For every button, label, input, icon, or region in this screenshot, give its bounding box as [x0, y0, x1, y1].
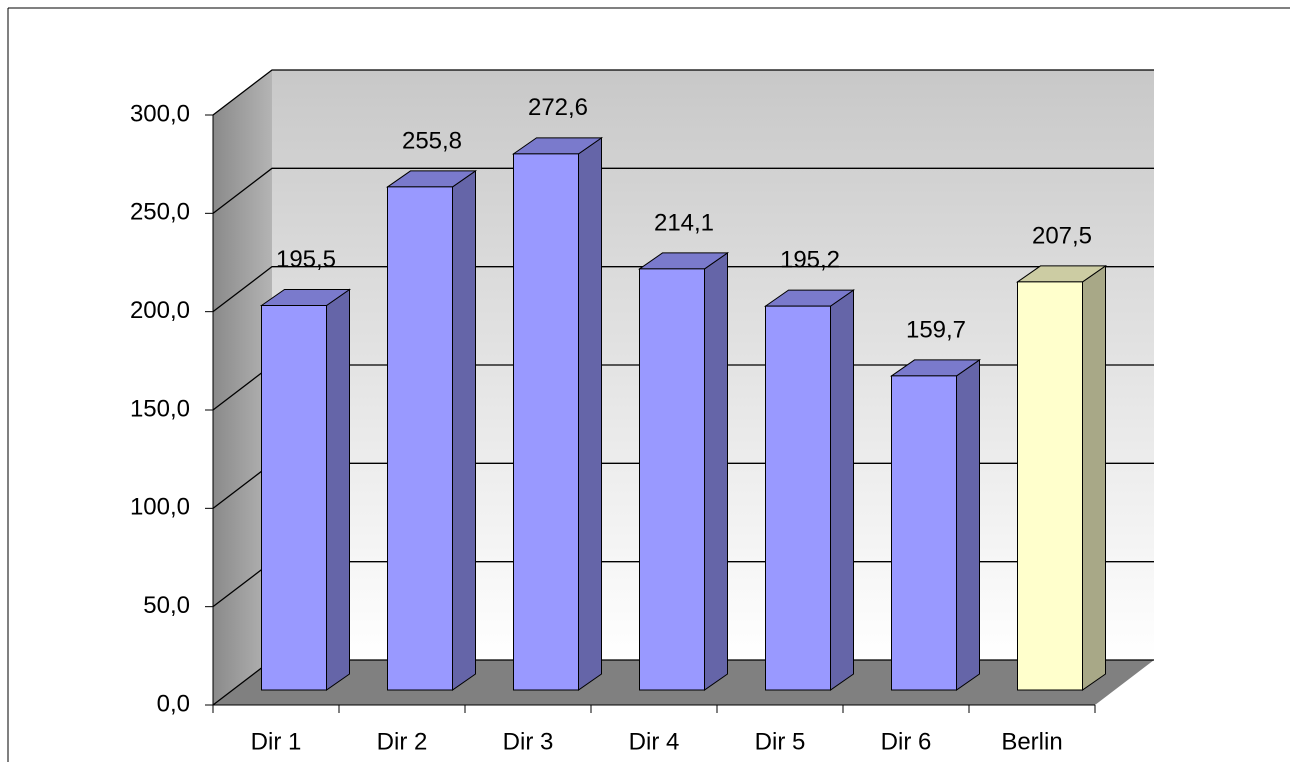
bar	[511, 136, 604, 691]
bar	[637, 251, 730, 691]
y-tick-label: 150,0	[130, 395, 190, 422]
bar	[385, 169, 478, 691]
grid-line	[212, 69, 1154, 116]
x-tick-label: Dir 1	[251, 728, 302, 755]
value-label: 207,5	[1032, 222, 1092, 249]
bar-front	[765, 305, 831, 691]
bar	[259, 288, 352, 691]
x-tick-label: Berlin	[1001, 728, 1062, 755]
bar-front	[639, 268, 705, 691]
bar-side	[830, 289, 854, 691]
x-tick-label: Dir 3	[503, 728, 554, 755]
bar-front	[513, 153, 579, 691]
x-tick-label: Dir 6	[881, 728, 932, 755]
bar-front	[261, 305, 327, 691]
grid-line	[212, 167, 1154, 214]
bar-front	[1017, 281, 1083, 691]
x-tick-label: Dir 5	[755, 728, 806, 755]
value-label: 159,7	[906, 316, 966, 343]
y-tick-label: 50,0	[143, 592, 190, 619]
value-label: 272,6	[528, 94, 588, 121]
y-tick-label: 300,0	[130, 100, 190, 127]
bar-side	[704, 251, 728, 691]
y-tick-label: 250,0	[130, 199, 190, 226]
y-tick-label: 0,0	[157, 690, 190, 717]
bar-side	[1082, 264, 1106, 691]
value-label: 195,5	[276, 246, 336, 273]
value-label: 255,8	[402, 127, 462, 154]
value-label: 214,1	[654, 209, 714, 236]
bar-side	[956, 358, 980, 691]
bar-front	[387, 186, 453, 691]
bar	[889, 358, 982, 691]
x-tick-label: Dir 2	[377, 728, 428, 755]
bar	[763, 289, 856, 691]
grid-line	[212, 266, 1154, 313]
y-tick-label: 100,0	[130, 494, 190, 521]
value-label: 195,2	[780, 246, 840, 273]
x-tick-label: Dir 4	[629, 728, 680, 755]
bar	[1015, 264, 1108, 691]
bar-side	[578, 136, 602, 691]
y-tick-label: 200,0	[130, 297, 190, 324]
bar-front	[891, 375, 957, 691]
bar-side	[452, 169, 476, 691]
bar-side	[326, 288, 350, 691]
